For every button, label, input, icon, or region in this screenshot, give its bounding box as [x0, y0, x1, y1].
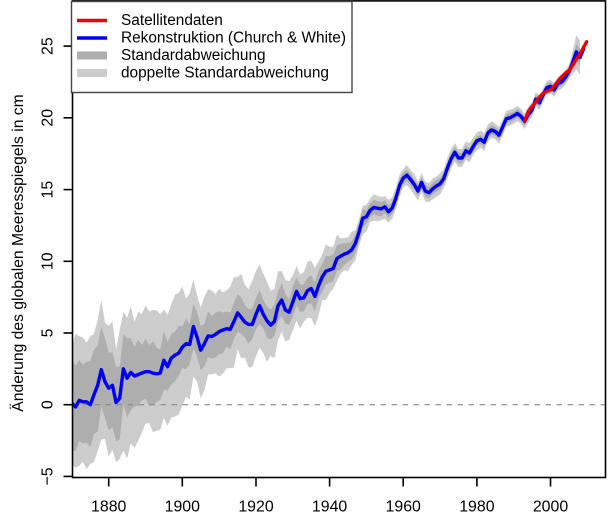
svg-text:doppelte Standardabweichung: doppelte Standardabweichung: [121, 64, 329, 81]
svg-text:5: 5: [39, 328, 56, 337]
svg-text:25: 25: [39, 37, 56, 55]
svg-text:1960: 1960: [386, 498, 422, 512]
svg-text:1920: 1920: [238, 498, 274, 512]
svg-text:20: 20: [39, 109, 56, 127]
svg-text:10: 10: [39, 252, 56, 270]
svg-text:2000: 2000: [533, 498, 569, 512]
svg-text:1940: 1940: [312, 498, 348, 512]
svg-text:Standardabweichung: Standardabweichung: [121, 47, 266, 64]
svg-text:1980: 1980: [459, 498, 495, 512]
svg-text:0: 0: [39, 400, 56, 409]
svg-text:Satellitendaten: Satellitendaten: [121, 12, 223, 29]
svg-text:Änderung des globalen Meeressp: Änderung des globalen Meeresspiegels in …: [9, 94, 27, 411]
svg-text:−5: −5: [39, 467, 56, 485]
svg-text:15: 15: [39, 181, 56, 199]
svg-text:1900: 1900: [165, 498, 201, 512]
svg-text:Rekonstruktion (Church & White: Rekonstruktion (Church & White): [121, 29, 346, 46]
svg-text:1880: 1880: [91, 498, 127, 512]
